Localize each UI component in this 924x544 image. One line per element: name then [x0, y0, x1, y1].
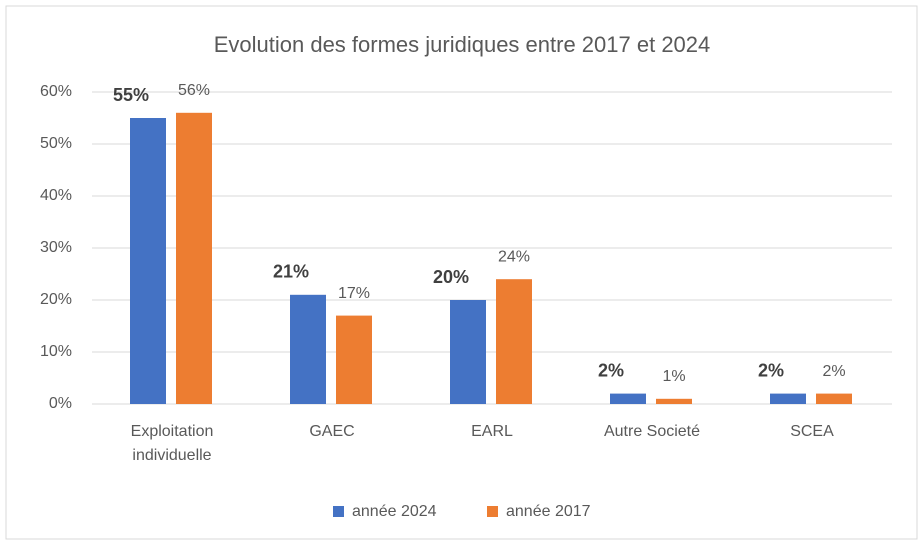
data-label: 55% — [113, 85, 149, 105]
bar — [130, 118, 166, 404]
data-label: 56% — [178, 82, 210, 99]
x-tick-label: Exploitation individuelle — [130, 423, 214, 464]
data-label: 2% — [598, 360, 624, 380]
y-tick-label: 0% — [49, 395, 72, 412]
data-label: 2% — [758, 360, 784, 380]
bar — [770, 393, 806, 404]
bar — [656, 398, 692, 404]
y-tick-label: 10% — [40, 343, 72, 360]
data-label: 20% — [433, 267, 469, 287]
legend-label: année 2017 — [506, 503, 591, 520]
bar — [290, 294, 326, 404]
x-tick-label: GAEC — [309, 423, 355, 440]
chart-title: Evolution des formes juridiques entre 20… — [214, 32, 711, 57]
y-tick-label: 40% — [40, 187, 72, 204]
data-label: 17% — [338, 285, 370, 302]
bar — [336, 315, 372, 404]
x-tick-label: SCEA — [790, 423, 834, 440]
data-label: 24% — [498, 248, 530, 265]
x-tick-label: Autre Societé — [603, 423, 701, 440]
x-tick-label: EARL — [471, 423, 513, 440]
bar — [176, 112, 212, 405]
legend-swatch — [333, 506, 344, 517]
data-label: 1% — [662, 368, 685, 385]
y-tick-label: 50% — [40, 135, 72, 152]
y-tick-label: 30% — [40, 239, 72, 256]
legend-label: année 2024 — [352, 503, 437, 520]
bar — [496, 279, 532, 404]
data-label: 2% — [822, 363, 845, 380]
legend-swatch — [487, 506, 498, 517]
y-tick-label: 20% — [40, 291, 72, 308]
y-tick-label: 60% — [40, 83, 72, 100]
bar — [610, 393, 646, 404]
data-label: 21% — [273, 262, 309, 282]
bar — [816, 393, 852, 404]
bar — [450, 300, 486, 404]
